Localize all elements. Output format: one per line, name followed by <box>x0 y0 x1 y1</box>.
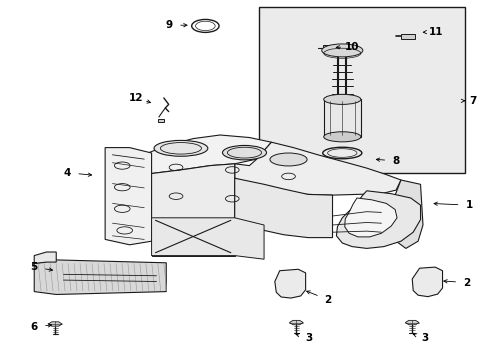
Polygon shape <box>48 322 62 326</box>
Bar <box>322 45 332 51</box>
Text: 2: 2 <box>463 278 469 288</box>
Polygon shape <box>129 160 234 229</box>
Text: 7: 7 <box>468 96 476 106</box>
Bar <box>259 7 464 173</box>
Bar <box>400 34 414 39</box>
Polygon shape <box>234 178 332 238</box>
Text: 5: 5 <box>31 262 38 272</box>
Polygon shape <box>405 320 418 325</box>
Text: 12: 12 <box>128 93 143 103</box>
Polygon shape <box>411 267 442 297</box>
Text: 3: 3 <box>305 333 312 343</box>
Polygon shape <box>336 191 420 248</box>
Ellipse shape <box>323 94 360 104</box>
Polygon shape <box>151 218 234 256</box>
Polygon shape <box>151 218 264 259</box>
Ellipse shape <box>321 44 362 57</box>
Polygon shape <box>234 142 400 195</box>
Text: 10: 10 <box>344 42 359 52</box>
Polygon shape <box>34 260 166 294</box>
Text: 9: 9 <box>165 20 172 30</box>
Polygon shape <box>390 180 422 248</box>
Text: 2: 2 <box>324 294 330 305</box>
Ellipse shape <box>269 153 306 166</box>
Polygon shape <box>344 198 396 237</box>
Polygon shape <box>105 148 151 245</box>
Ellipse shape <box>323 132 360 142</box>
Text: 11: 11 <box>428 27 443 37</box>
Polygon shape <box>129 135 271 174</box>
Text: 4: 4 <box>63 168 71 178</box>
Polygon shape <box>289 320 303 325</box>
Text: 1: 1 <box>465 200 472 210</box>
Polygon shape <box>323 99 360 137</box>
Polygon shape <box>34 252 56 264</box>
Text: 6: 6 <box>31 321 38 332</box>
Ellipse shape <box>154 140 207 156</box>
Ellipse shape <box>222 145 266 160</box>
Text: 8: 8 <box>392 156 399 166</box>
Polygon shape <box>158 119 163 122</box>
Polygon shape <box>274 269 305 298</box>
Text: 3: 3 <box>421 333 428 343</box>
